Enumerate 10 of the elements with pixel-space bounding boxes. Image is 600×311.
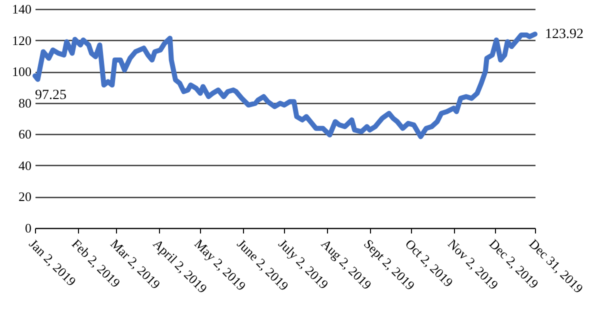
annotation: 97.25 xyxy=(35,88,66,103)
annotation: 123.92 xyxy=(545,27,584,42)
y-tick-label: 40 xyxy=(18,158,32,173)
y-tick-label: 0 xyxy=(25,220,32,236)
y-tick-label: 140 xyxy=(12,2,32,16)
y-tick-label: 60 xyxy=(18,126,32,142)
y-tick-label: 80 xyxy=(18,95,32,110)
y-tick-label: 120 xyxy=(12,32,32,48)
y-tick-label: 20 xyxy=(18,189,32,204)
y-tick-label: 100 xyxy=(12,64,32,80)
